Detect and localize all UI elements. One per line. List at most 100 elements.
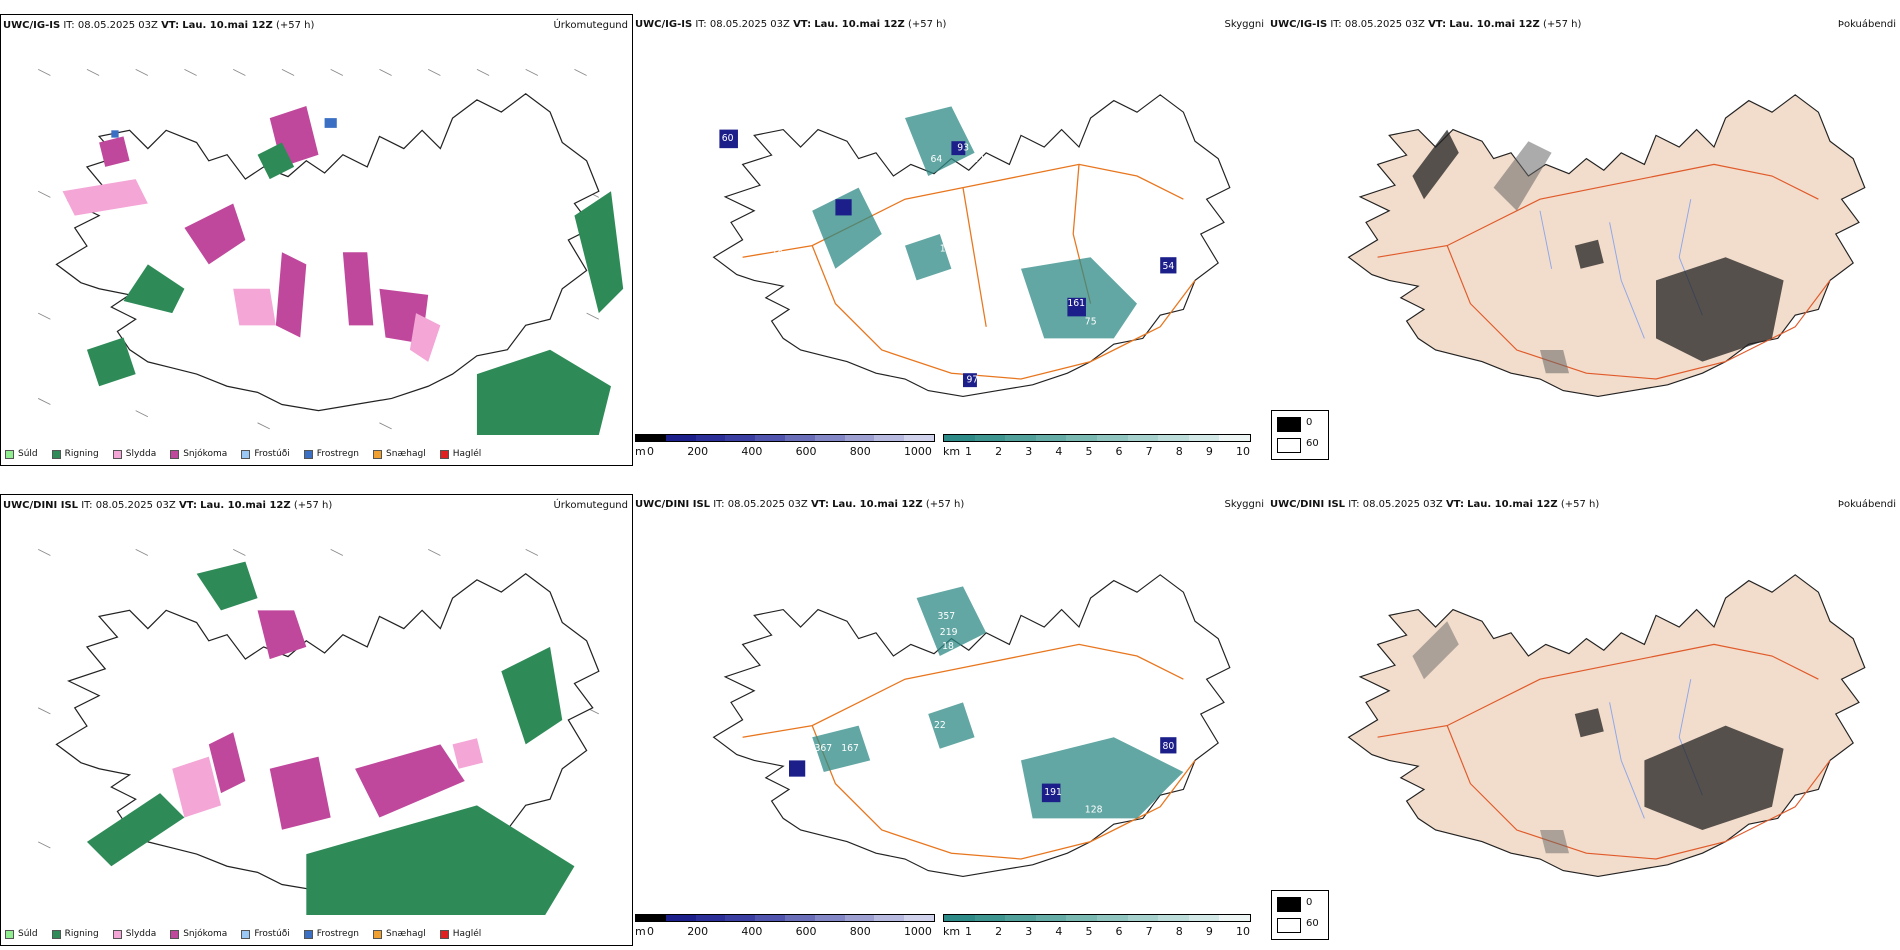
model-name: UWC/DINI ISL <box>635 499 711 510</box>
panel-title: UWC/DINI ISL IT: 08.05.2025 03Z VT: Lau.… <box>1270 499 1599 510</box>
valid-time-label: VT: <box>178 500 197 511</box>
lead-time: (+57 h) <box>275 20 315 31</box>
ticks-m: 0 200 400 600 800 1000 <box>647 925 932 938</box>
valid-time: Lau. 10.mai 12Z <box>200 500 291 511</box>
precip-map <box>37 68 624 435</box>
visibility-panel-top: UWC/IG-IS IT: 08.05.2025 03Z VT: Lau. 10… <box>633 14 1268 466</box>
fog-map <box>1348 574 1866 877</box>
panel-title: UWC/DINI ISL IT: 08.05.2025 03Z VT: Lau.… <box>3 500 332 511</box>
parameter-name: Skyggni <box>1224 499 1264 510</box>
legend-item-snow: Snjókoma <box>170 449 227 459</box>
visibility-colorbar: m 0 200 400 600 800 1000 km 1 2 3 4 5 6 7 8 9 10 <box>633 912 1253 946</box>
svg-text:64: 64 <box>931 154 943 165</box>
panel-title: UWC/IG-IS IT: 08.05.2025 03Z VT: Lau. 10… <box>3 20 314 31</box>
model-name: UWC/IG-IS <box>635 19 693 30</box>
colorbar-meters <box>635 914 935 922</box>
parameter-name: Þokuábendi <box>1837 19 1896 30</box>
svg-text:128: 128 <box>1085 805 1103 816</box>
panel-title: UWC/IG-IS IT: 08.05.2025 03Z VT: Lau. 10… <box>1270 19 1581 30</box>
svg-text:22: 22 <box>934 720 946 731</box>
lead-time: (+57 h) <box>1560 499 1600 510</box>
legend-item-freezing-drizzle: Frostúði <box>241 449 290 459</box>
precip-type-panel-top: UWC/IG-IS IT: 08.05.2025 03Z VT: Lau. 10… <box>0 14 633 466</box>
valid-time-label: VT: <box>793 19 812 30</box>
svg-text:12: 12 <box>972 154 984 165</box>
model-name: UWC/IG-IS <box>3 20 61 31</box>
visibility-colorbar: m 0 200 400 600 800 1000 km 1 2 3 4 5 6 7 8 9 10 <box>633 432 1253 466</box>
visibility-panel-bottom: UWC/DINI ISL IT: 08.05.2025 03Z VT: Lau.… <box>633 494 1268 946</box>
lead-time: (+57 h) <box>907 19 947 30</box>
legend-item-freezing-drizzle: Frostúði <box>241 929 290 939</box>
fog-legend: 0 60 <box>1271 410 1329 460</box>
valid-time-label: VT: <box>1428 19 1447 30</box>
legend-item-snow-pellets: Snæhagl <box>373 929 426 939</box>
init-time: IT: 08.05.2025 03Z <box>63 20 158 31</box>
model-name: UWC/IG-IS <box>1270 19 1328 30</box>
legend-item-rain: Rigning <box>51 929 99 939</box>
init-time: IT: 08.05.2025 03Z <box>713 499 808 510</box>
svg-text:97: 97 <box>966 374 978 385</box>
precip-legend: Súld Rigning Slydda Snjókoma Frostúði Fr… <box>5 449 481 459</box>
panel-title: UWC/IG-IS IT: 08.05.2025 03Z VT: Lau. 10… <box>635 19 946 30</box>
svg-text:10: 10 <box>772 249 784 260</box>
svg-text:357: 357 <box>937 611 955 622</box>
colorbar-km <box>943 434 1251 442</box>
model-name: UWC/DINI ISL <box>1270 499 1346 510</box>
unit-km: km <box>943 445 961 458</box>
precip-map <box>37 548 600 915</box>
legend-item-drizzle: Súld <box>5 449 38 459</box>
valid-time-label: VT: <box>1445 499 1464 510</box>
valid-time: Lau. 10.mai 12Z <box>814 19 905 30</box>
svg-text:191: 191 <box>1044 787 1062 798</box>
svg-text:69: 69 <box>754 122 766 133</box>
svg-text:60: 60 <box>722 133 734 144</box>
colorbar-meters <box>635 434 935 442</box>
fog-legend: 0 60 <box>1271 890 1329 940</box>
lead-time: (+57 h) <box>925 499 965 510</box>
legend-item-hail: Haglél <box>439 449 481 459</box>
valid-time-label: VT: <box>810 499 829 510</box>
legend-item-snow-pellets: Snæhagl <box>373 449 426 459</box>
fog-panel-top: UWC/IG-IS IT: 08.05.2025 03Z VT: Lau. 10… <box>1268 14 1900 466</box>
svg-text:93: 93 <box>957 142 969 153</box>
legend-item-sleet: Slydda <box>112 929 156 939</box>
legend-item-freezing-rain: Frostregn <box>303 929 359 939</box>
parameter-name: Úrkomutegund <box>553 500 628 511</box>
legend-item-snow: Snjókoma <box>170 929 227 939</box>
parameter-name: Þokuábendi <box>1837 499 1896 510</box>
valid-time: Lau. 10.mai 12Z <box>832 499 923 510</box>
unit-m: m <box>635 445 646 458</box>
svg-text:18: 18 <box>942 641 954 652</box>
svg-text:20: 20 <box>795 226 807 237</box>
parameter-name: Úrkomutegund <box>553 20 628 31</box>
colorbar-km <box>943 914 1251 922</box>
legend-item-freezing-rain: Frostregn <box>303 449 359 459</box>
svg-text:125: 125 <box>940 243 958 254</box>
valid-time-label: VT: <box>161 20 180 31</box>
legend-item-hail: Haglél <box>439 929 481 939</box>
valid-time: Lau. 10.mai 12Z <box>1467 499 1558 510</box>
visibility-map: 357 219 18 22 367 167 191 128 80 <box>713 574 1231 877</box>
svg-text:54: 54 <box>1163 261 1175 272</box>
valid-time: Lau. 10.mai 12Z <box>182 20 273 31</box>
svg-text:219: 219 <box>940 627 958 638</box>
valid-time: Lau. 10.mai 12Z <box>1449 19 1540 30</box>
init-time: IT: 08.05.2025 03Z <box>695 19 790 30</box>
init-time: IT: 08.05.2025 03Z <box>1330 19 1425 30</box>
panel-title: UWC/DINI ISL IT: 08.05.2025 03Z VT: Lau.… <box>635 499 964 510</box>
legend-item-drizzle: Súld <box>5 929 38 939</box>
svg-text:146: 146 <box>847 267 865 278</box>
ticks-km: 1 2 3 4 5 6 7 8 9 10 <box>965 925 1250 938</box>
ticks-m: 0 200 400 600 800 1000 <box>647 445 932 458</box>
svg-text:75: 75 <box>1085 316 1097 327</box>
init-time: IT: 08.05.2025 03Z <box>1348 499 1443 510</box>
model-name: UWC/DINI ISL <box>3 500 79 511</box>
fog-map <box>1348 94 1866 397</box>
unit-m: m <box>635 925 646 938</box>
parameter-name: Skyggni <box>1224 19 1264 30</box>
svg-text:80: 80 <box>1163 741 1175 752</box>
unit-km: km <box>943 925 961 938</box>
legend-item-rain: Rigning <box>51 449 99 459</box>
lead-time: (+57 h) <box>1542 19 1582 30</box>
